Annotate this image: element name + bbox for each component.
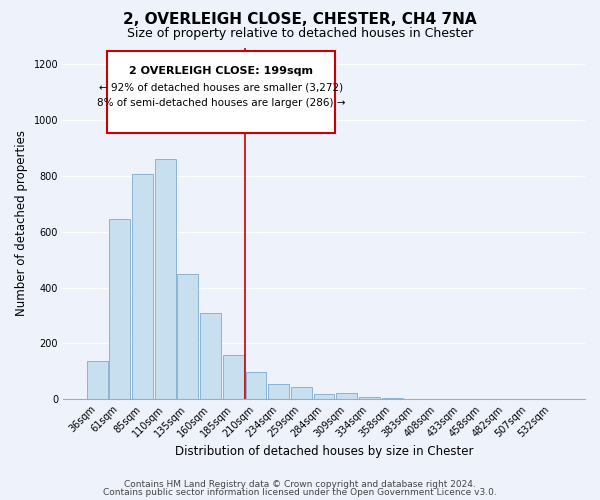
Text: Size of property relative to detached houses in Chester: Size of property relative to detached ho… xyxy=(127,28,473,40)
Bar xyxy=(87,362,107,399)
Bar xyxy=(109,219,130,399)
Y-axis label: Number of detached properties: Number of detached properties xyxy=(15,130,28,316)
Bar xyxy=(336,393,357,399)
Bar xyxy=(155,158,176,399)
Bar xyxy=(382,398,403,399)
Bar xyxy=(178,274,199,399)
Bar xyxy=(200,312,221,399)
Bar xyxy=(132,174,153,399)
Bar xyxy=(314,394,334,399)
Text: 2 OVERLEIGH CLOSE: 199sqm: 2 OVERLEIGH CLOSE: 199sqm xyxy=(130,66,313,76)
Bar xyxy=(359,397,380,399)
Bar xyxy=(291,387,312,399)
Bar xyxy=(107,51,335,134)
Text: Contains public sector information licensed under the Open Government Licence v3: Contains public sector information licen… xyxy=(103,488,497,497)
Text: 8% of semi-detached houses are larger (286) →: 8% of semi-detached houses are larger (2… xyxy=(97,98,346,108)
X-axis label: Distribution of detached houses by size in Chester: Distribution of detached houses by size … xyxy=(175,444,473,458)
Text: 2, OVERLEIGH CLOSE, CHESTER, CH4 7NA: 2, OVERLEIGH CLOSE, CHESTER, CH4 7NA xyxy=(123,12,477,28)
Bar xyxy=(223,355,244,399)
Text: Contains HM Land Registry data © Crown copyright and database right 2024.: Contains HM Land Registry data © Crown c… xyxy=(124,480,476,489)
Bar xyxy=(245,372,266,399)
Text: ← 92% of detached houses are smaller (3,272): ← 92% of detached houses are smaller (3,… xyxy=(100,83,343,93)
Bar xyxy=(268,384,289,399)
